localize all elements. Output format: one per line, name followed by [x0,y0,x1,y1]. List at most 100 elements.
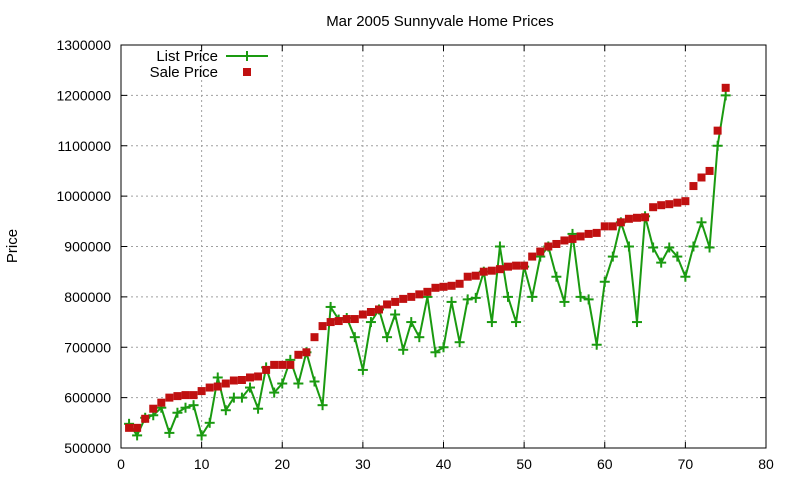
point-list-price [212,372,223,383]
point-list-price [503,291,513,302]
point-sale-price [221,379,230,388]
point-sale-price [657,201,666,210]
point-sale-price [568,234,577,243]
point-list-price [446,296,457,307]
point-list-price [704,242,715,253]
point-sale-price [334,317,343,326]
point-sale-price [423,287,432,296]
point-sale-price [504,262,512,271]
point-sale-price [463,272,472,281]
point-list-price [390,309,401,320]
legend-label-sale-price: Sale Price [150,64,218,81]
x-tick-label: 80 [758,456,774,472]
x-tick-label: 50 [516,456,532,472]
point-sale-price [584,229,593,238]
point-sale-price [431,283,440,292]
point-list-price [220,405,231,416]
x-tick-label: 70 [678,456,694,472]
point-sale-price [326,318,335,327]
y-tick-label: 700000 [64,339,111,355]
y-tick-label: 1000000 [56,188,111,204]
point-sale-price [544,242,553,251]
point-list-price [680,271,691,282]
point-list-price [632,317,642,328]
point-sale-price [600,222,609,231]
y-tick-label: 900000 [64,239,111,255]
x-tick-label: 20 [274,456,290,472]
series [124,83,731,441]
point-sale-price [721,83,730,92]
point-list-price [188,400,199,411]
point-sale-price [608,222,617,231]
legend-sample-sale-price [243,68,251,76]
x-tick-label: 10 [194,456,210,472]
point-sale-price [149,404,158,413]
point-sale-price [705,166,714,175]
point-sale-price [512,261,521,270]
chart-title: Mar 2005 Sunnyvale Home Prices [326,13,554,30]
point-list-price [511,317,522,328]
point-list-price [236,392,247,403]
point-sale-price [237,375,246,384]
y-tick-label: 800000 [64,289,111,305]
point-sale-price [302,348,311,357]
point-list-price [672,251,683,262]
legend-sample-list-price [226,51,268,61]
x-tick-label: 40 [436,456,452,472]
point-sale-price [455,279,464,288]
point-sale-price [447,281,456,290]
point-list-price [430,347,441,358]
point-list-price [180,402,191,413]
point-sale-price [375,305,383,314]
point-list-price [470,292,481,303]
point-sale-price [673,198,682,207]
point-list-price [406,317,417,328]
point-sale-price [157,398,166,407]
point-sale-price [181,391,190,400]
point-list-price [309,376,320,387]
point-sale-price [407,292,416,301]
point-sale-price [624,214,633,223]
point-sale-price [350,315,359,324]
point-list-price [623,241,634,252]
x-tick-label: 0 [117,456,125,472]
point-list-price [357,364,368,375]
point-sale-price [189,391,198,400]
point-sale-price [399,294,408,303]
point-sale-price [479,267,488,276]
point-sale-price [366,307,375,316]
point-sale-price [552,239,561,248]
point-list-price [696,217,707,228]
point-sale-price [439,282,448,291]
point-sale-price [697,173,706,182]
point-list-price [656,257,667,268]
y-tick-label: 1300000 [56,37,111,53]
point-list-price [398,344,409,355]
point-list-price [664,242,675,253]
point-list-price [325,301,336,312]
plot-frame [120,44,767,449]
point-sale-price [415,290,424,299]
point-list-price [132,430,143,441]
y-tick-label: 500000 [64,440,111,456]
axis-ticks: 500000 600000 700000 800000 900000 1000000 110… [56,37,774,472]
point-sale-price [197,387,206,396]
point-list-price [317,400,328,411]
point-sale-price [229,376,238,385]
point-list-price [277,378,288,389]
x-tick-label: 60 [597,456,613,472]
point-sale-price [205,383,214,392]
point-list-price [551,271,562,282]
point-list-price [648,242,659,253]
point-sale-price [560,236,569,245]
point-list-price [494,241,505,252]
point-sale-price [487,266,496,275]
point-list-price [269,387,280,398]
point-sale-price [133,423,142,432]
point-list-price [196,430,207,441]
point-list-price [172,407,183,418]
point-list-price [575,291,586,302]
point-sale-price [471,271,480,280]
point-list-price [527,291,538,302]
